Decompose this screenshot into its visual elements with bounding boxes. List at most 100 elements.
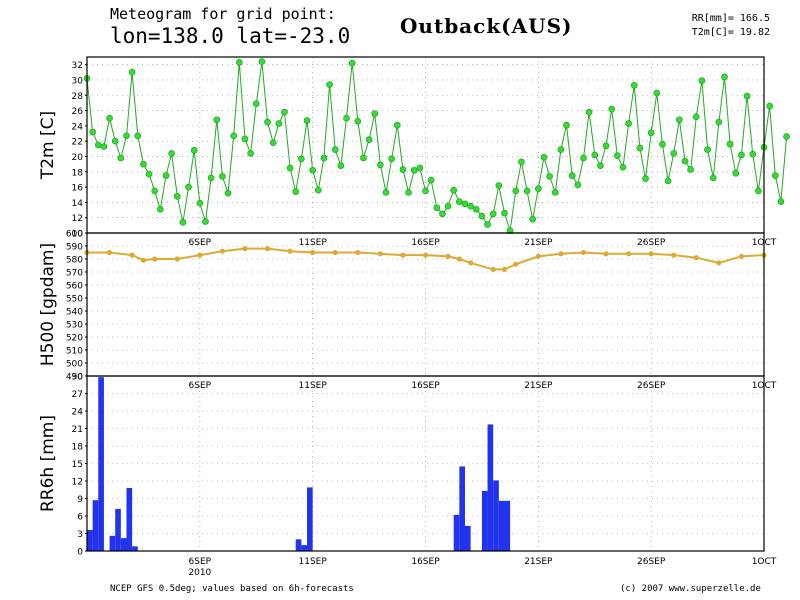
t2m-point [495,182,503,189]
t2m-point [766,102,773,110]
h500-point [501,266,508,272]
y-tick-label: 15 [72,460,83,470]
h500-point [264,246,271,252]
h500-point [129,252,135,258]
h500-point [219,248,225,254]
precip-bar [504,500,511,551]
h500-point [580,249,587,256]
y-tick-label: 580 [66,256,83,266]
y-tick-label: 530 [66,321,83,331]
t2m-point [303,117,311,124]
y-tick-label: 28 [72,92,84,102]
y-tick-label: 30 [72,76,84,86]
h500-point [242,246,248,252]
t2m-point [676,116,683,124]
t2m-point [326,81,333,88]
y-axis-title: H500 [gpdam] [38,243,58,366]
t2m-point [630,82,638,89]
t2m-point [546,173,553,180]
y-tick-label: 510 [66,347,83,357]
precip-bar [109,535,116,551]
h500-point [558,251,564,257]
t2m-point [478,212,486,220]
t2m-point [123,132,130,140]
y-tick-label: 570 [66,269,83,279]
grid-point-coordinates: lon=138.0 lat=-23.0 [110,24,351,48]
h500-point [716,260,722,266]
x-tick-label: 21SEP [524,557,553,567]
t2m-point [241,135,249,143]
t2m-point [213,116,221,124]
t2m-point [670,150,678,157]
y-tick-label: 3 [77,530,83,540]
y-tick-label: 22 [72,138,83,148]
t2m-point [461,200,469,208]
h500-point [140,257,147,263]
precip-bar [98,377,104,551]
y-tick-label: 490 [66,373,83,383]
t2m-point [219,173,226,180]
temperature-mean-summary: T2m[C]= 19.82 [691,27,770,38]
precip-bar [87,530,93,551]
t2m-point [405,189,412,196]
y-axis-title: RR6h [mm] [38,415,58,512]
t2m-point [106,114,113,122]
y-tick-label: 560 [66,282,83,292]
h500-point [468,260,474,266]
t2m-point [354,117,362,125]
precip-bar [464,525,471,551]
t2m-point [687,166,694,173]
t2m-point [185,183,192,191]
t2m-point [585,108,593,116]
t2m-point [743,92,751,100]
t2m-point [162,172,170,179]
t2m-point [89,128,96,136]
t2m-point [512,187,520,195]
t2m-point [439,210,446,218]
t2m-point [608,105,615,113]
t2m-point [264,118,271,126]
t2m-point [236,59,243,66]
t2m-point [128,69,136,76]
h500-point [377,251,383,257]
t2m-point [489,210,497,218]
t2m-point [309,166,316,174]
y-tick-label: 18 [72,443,84,453]
t2m-point [224,189,232,197]
t2m-point [518,158,525,166]
precip-bar [120,538,127,551]
h500-point [197,252,203,258]
t2m-point [111,137,119,145]
t2m-point [642,175,649,182]
t2m-point [523,187,531,195]
t2m-point [399,166,407,173]
t2m-point [275,120,283,127]
t2m-point [647,129,655,137]
t2m-point [207,174,215,182]
t2m-point [444,202,452,210]
t2m-point [140,160,147,168]
t2m-point [343,114,350,122]
t2m-point [230,132,237,140]
t2m-point [179,218,187,226]
y-tick-label: 30 [72,373,84,383]
t2m-point [393,121,401,129]
y-tick-label: 590 [66,243,83,253]
h500-point [738,253,745,259]
y-tick-label: 14 [72,199,84,209]
precip-bar [459,466,465,551]
h500-point [535,253,541,259]
t2m-point [337,162,345,169]
t2m-point [117,154,125,162]
t2m-point [258,58,266,65]
t2m-point [382,189,390,196]
t2m-point [681,157,689,165]
h500-point [626,251,632,257]
t2m-point [484,221,491,228]
t2m-point [755,187,762,195]
y-tick-label: 27 [72,390,83,400]
t2m-point [100,143,108,150]
precip-bar [493,480,499,551]
h500-point [490,266,496,272]
t2m-point [529,215,536,223]
